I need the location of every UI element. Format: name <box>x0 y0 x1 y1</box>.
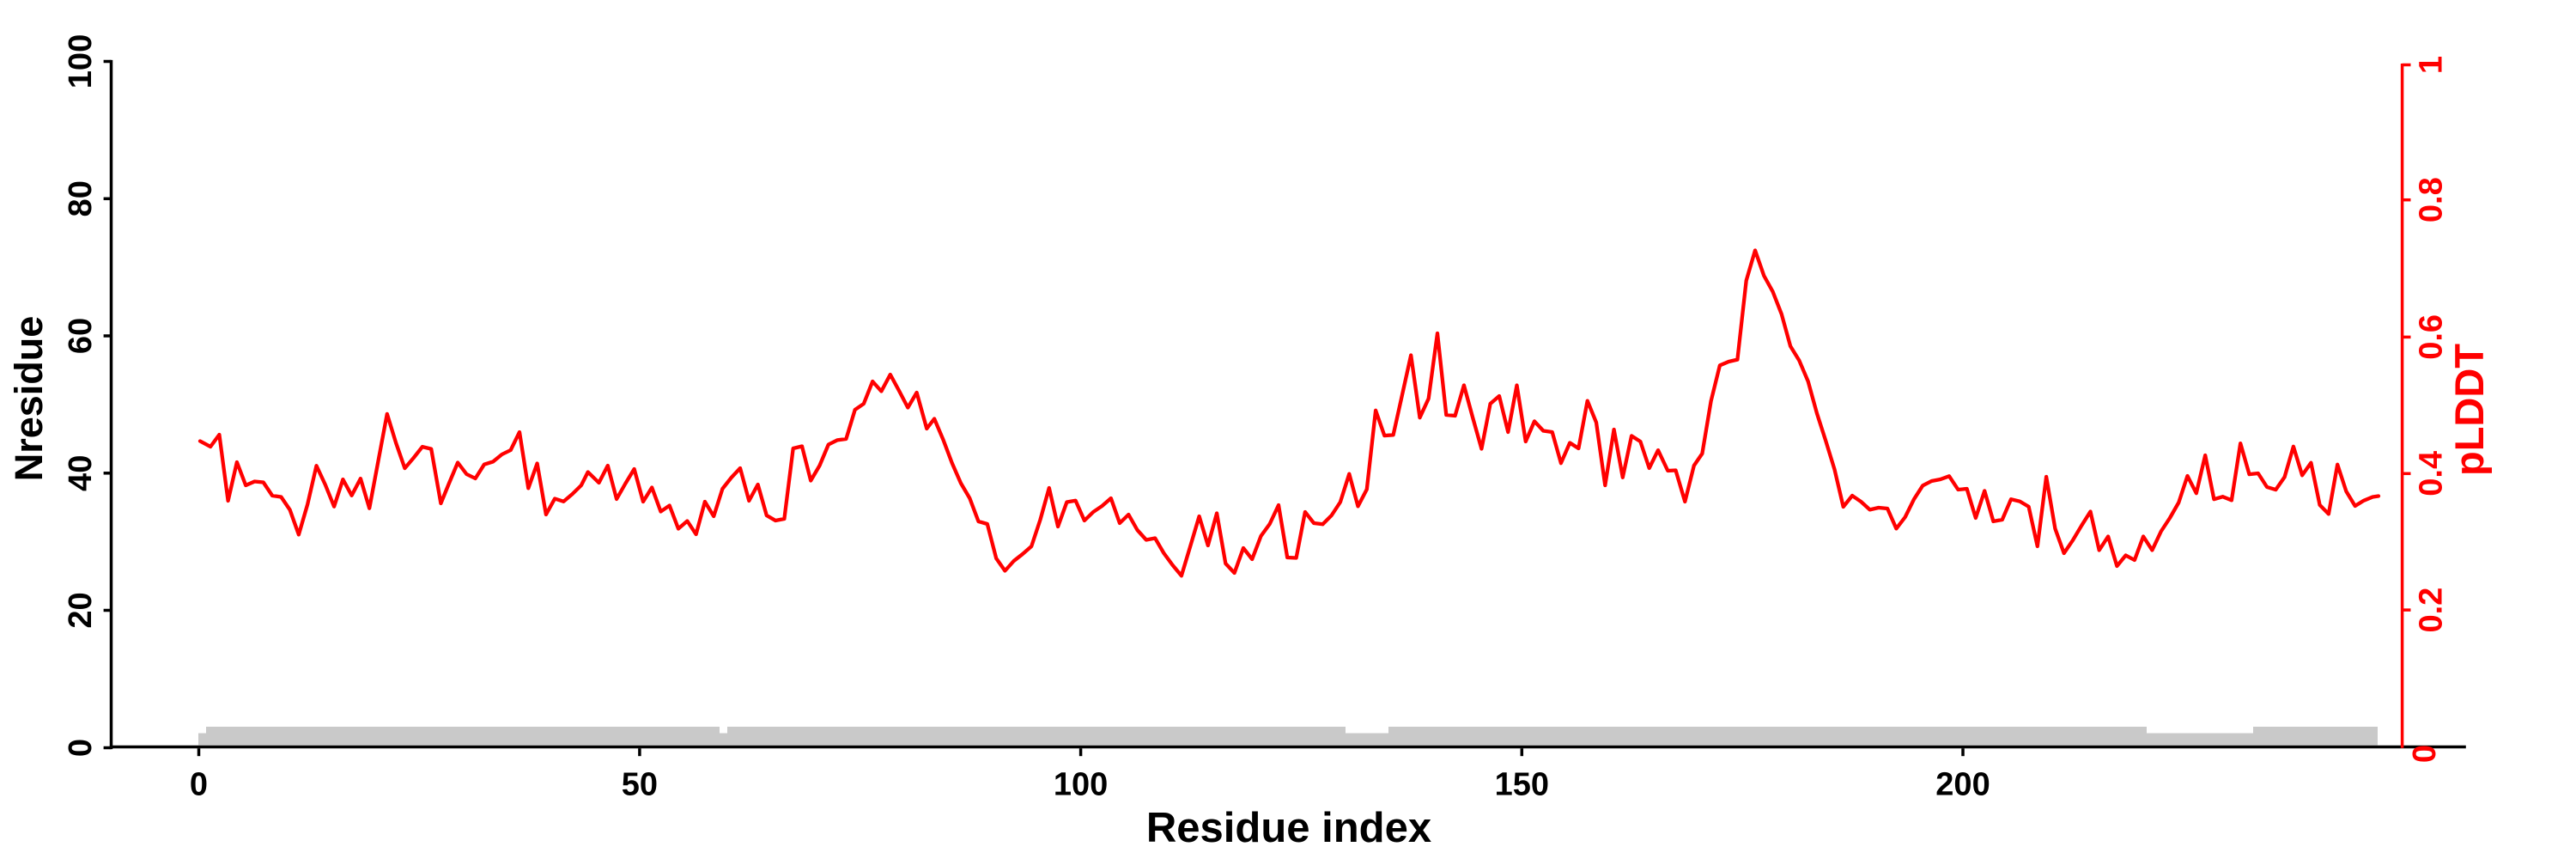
svg-text:20: 20 <box>63 592 99 628</box>
svg-text:Residue index: Residue index <box>1146 805 1431 851</box>
svg-text:40: 40 <box>63 455 99 491</box>
svg-text:50: 50 <box>622 767 658 803</box>
svg-text:200: 200 <box>1935 767 1990 803</box>
svg-text:Nresidue: Nresidue <box>7 316 51 482</box>
svg-text:80: 80 <box>63 180 99 216</box>
svg-text:100: 100 <box>1054 767 1108 803</box>
svg-text:150: 150 <box>1495 767 1549 803</box>
svg-text:0: 0 <box>63 739 99 757</box>
svg-text:0: 0 <box>190 767 208 803</box>
svg-text:0.2: 0.2 <box>2414 588 2450 633</box>
svg-text:0.8: 0.8 <box>2414 177 2450 222</box>
svg-text:60: 60 <box>63 318 99 354</box>
svg-text:pLDDT: pLDDT <box>2446 344 2492 476</box>
svg-text:0.6: 0.6 <box>2414 314 2450 360</box>
svg-text:100: 100 <box>63 34 99 88</box>
svg-text:0.4: 0.4 <box>2414 451 2450 497</box>
svg-text:0: 0 <box>2407 745 2443 763</box>
svg-text:1: 1 <box>2414 56 2450 74</box>
